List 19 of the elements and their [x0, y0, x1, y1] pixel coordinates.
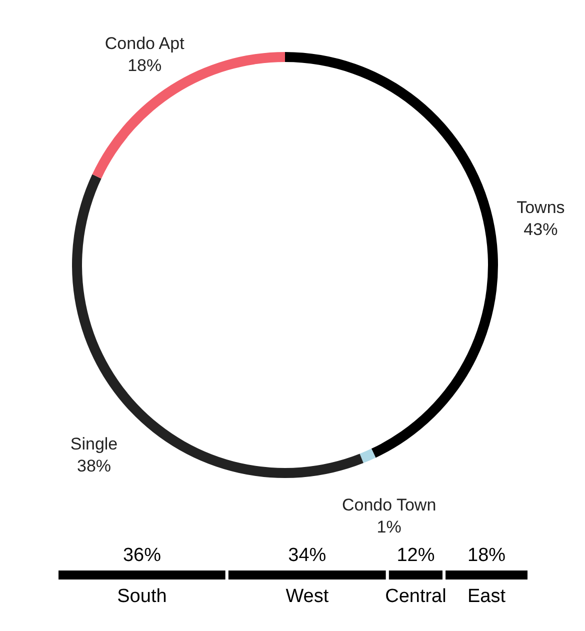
data-label: 36%: [122, 545, 162, 566]
series-label: South: [117, 586, 167, 607]
data-label: 43%: [524, 220, 558, 239]
donut-slice: [285, 52, 498, 458]
data-label: 34%: [288, 545, 326, 566]
data-label: 18%: [128, 56, 162, 75]
slice-label: Towns: [516, 198, 565, 217]
data-label: 12%: [396, 545, 435, 566]
data-label: 1%: [376, 517, 402, 536]
series-label: West: [286, 586, 330, 607]
series-label: Central: [385, 586, 446, 607]
donut-slice: [92, 52, 285, 179]
slice-label: Condo Apt: [104, 34, 185, 53]
series-label: East: [468, 586, 506, 607]
slice-label: Single: [70, 434, 118, 454]
slice-label: Condo Town: [342, 495, 436, 514]
donut-slice: [72, 174, 364, 478]
data-label: 18%: [468, 545, 506, 566]
data-label: 38%: [76, 456, 112, 476]
